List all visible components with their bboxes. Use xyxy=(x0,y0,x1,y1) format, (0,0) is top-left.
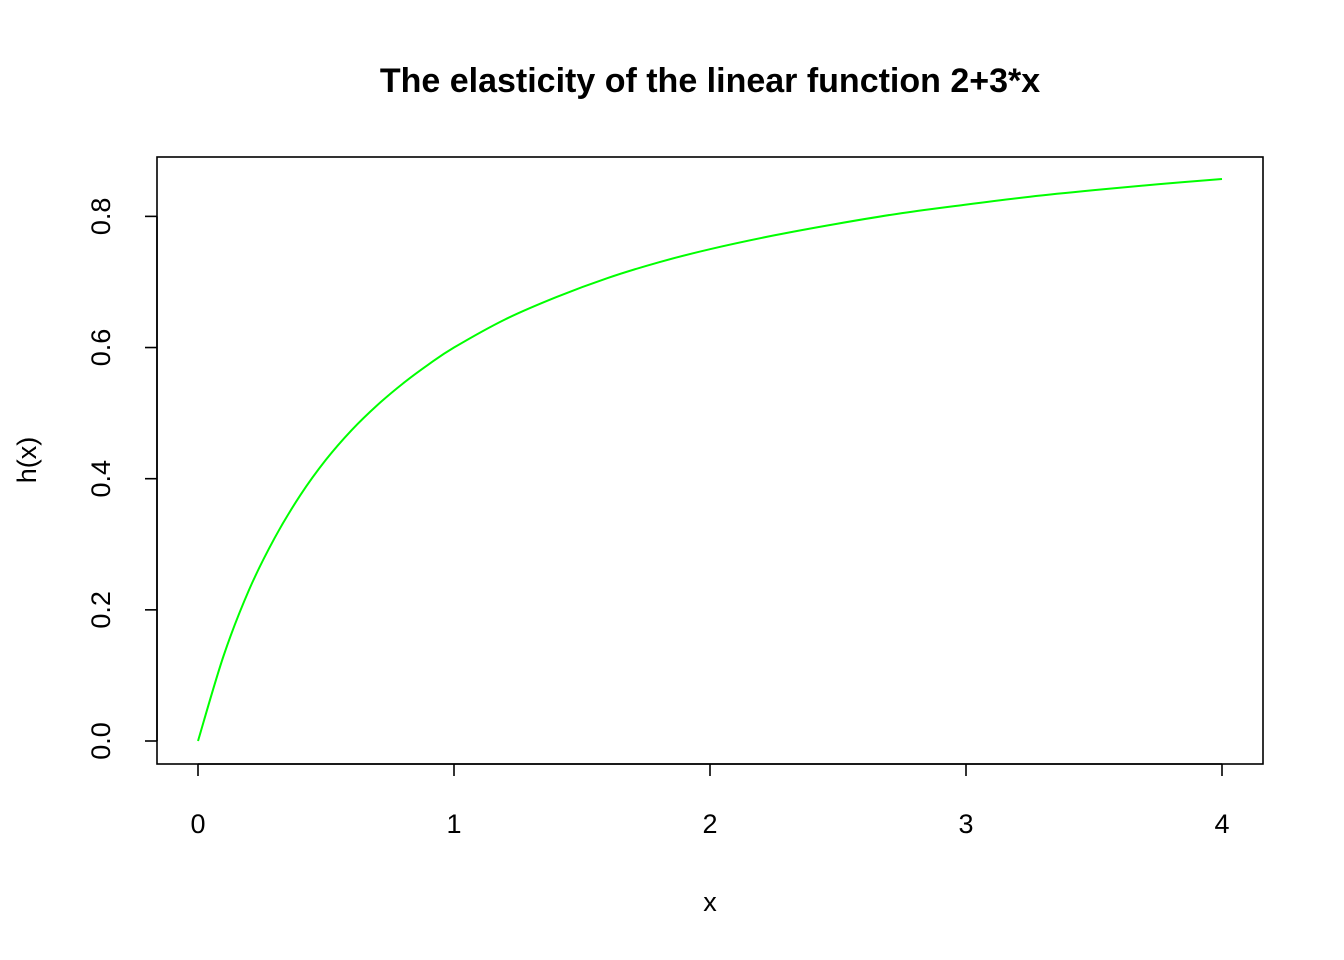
y-tick-label: 0.2 xyxy=(86,591,116,629)
x-tick-label: 1 xyxy=(446,809,461,839)
chart-title: The elasticity of the linear function 2+… xyxy=(380,62,1040,100)
x-axis: 0 1 2 3 4 xyxy=(190,763,1230,839)
series-line-0 xyxy=(197,178,1223,742)
x-tick-label: 2 xyxy=(702,809,717,839)
y-tick-label: 0.4 xyxy=(86,460,116,498)
y-tick-label: 0.6 xyxy=(86,329,116,367)
y-axis: 0.0 0.2 0.4 0.6 0.8 xyxy=(86,198,158,760)
y-axis-label: h(x) xyxy=(12,437,42,484)
series-layer xyxy=(197,178,1223,742)
x-tick-label: 4 xyxy=(1214,809,1229,839)
x-tick-label: 3 xyxy=(958,809,973,839)
y-tick-label: 0.0 xyxy=(86,722,116,760)
plot-frame xyxy=(156,156,1264,765)
y-tick-label: 0.8 xyxy=(86,198,116,236)
x-axis-label: x xyxy=(703,887,717,917)
x-tick-label: 0 xyxy=(190,809,205,839)
